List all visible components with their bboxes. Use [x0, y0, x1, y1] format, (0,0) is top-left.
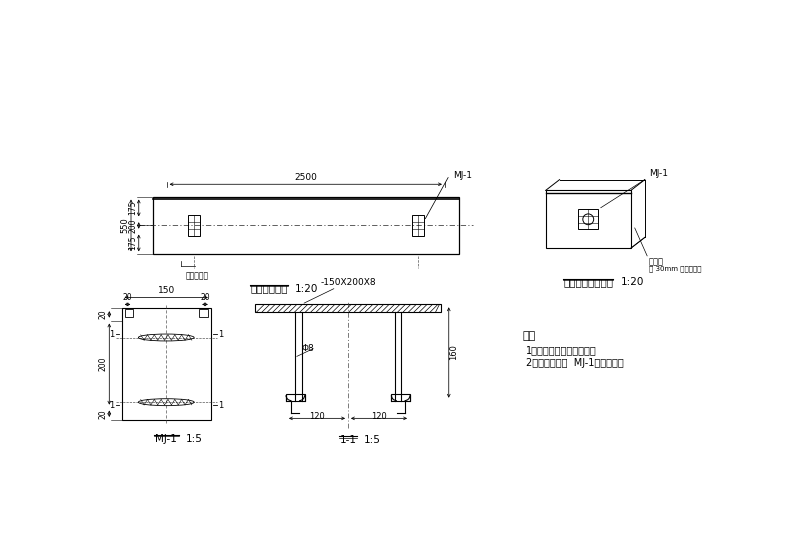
Text: 1: 1 [109, 330, 114, 339]
Bar [187, 215, 200, 236]
Text: 伸缩缝处立柱基础: 伸缩缝处立柱基础 [563, 278, 614, 287]
Text: 120: 120 [309, 412, 325, 421]
Bar [255, 305, 441, 312]
Bar [199, 309, 208, 316]
Text: 20: 20 [200, 293, 210, 302]
Text: MJ-1: MJ-1 [649, 169, 668, 178]
Text: MJ-1: MJ-1 [155, 434, 178, 444]
Text: 1、图示尺寸均以毫米计。: 1、图示尺寸均以毫米计。 [526, 345, 597, 355]
Text: 1:20: 1:20 [621, 278, 644, 287]
Text: 20: 20 [98, 309, 108, 319]
Text: 550: 550 [121, 217, 130, 233]
Text: 伸缩缝: 伸缩缝 [649, 258, 664, 266]
Text: 1:5: 1:5 [364, 436, 381, 445]
Text: 1: 1 [218, 330, 224, 339]
Text: 混凝土基座: 混凝土基座 [186, 271, 209, 280]
Text: 175: 175 [128, 236, 138, 250]
Bar [391, 394, 410, 401]
Text: -150X200X8: -150X200X8 [320, 279, 376, 287]
Text: 20: 20 [98, 409, 108, 419]
Bar [286, 394, 305, 401]
Text: 缝 30mm 充满沥青丝: 缝 30mm 充满沥青丝 [649, 266, 701, 273]
Text: Φ8: Φ8 [302, 344, 314, 353]
Text: 栏杆立柱基础: 栏杆立柱基础 [250, 283, 288, 294]
Text: 160: 160 [449, 345, 458, 360]
Bar [125, 309, 134, 316]
Text: 1: 1 [109, 401, 114, 410]
Bar [122, 308, 211, 420]
Text: MJ-1: MJ-1 [453, 170, 472, 180]
Text: 1:5: 1:5 [186, 434, 202, 444]
Text: 1:20: 1:20 [294, 283, 318, 294]
Text: 说明: 说明 [522, 331, 536, 341]
Text: 2500: 2500 [294, 173, 318, 182]
Text: 20: 20 [122, 293, 132, 302]
Text: 200: 200 [98, 357, 108, 371]
Bar [153, 196, 459, 254]
Text: 150: 150 [158, 286, 175, 295]
Text: 1: 1 [218, 401, 224, 410]
Text: 1-1: 1-1 [339, 436, 357, 445]
Bar [411, 215, 424, 236]
Bar [546, 190, 631, 248]
Text: 200: 200 [128, 218, 138, 233]
Bar [578, 209, 598, 229]
Text: 120: 120 [371, 412, 387, 421]
Text: 175: 175 [128, 201, 138, 215]
Text: 2、栏杆立柱与  MJ-1焊接牢固。: 2、栏杆立柱与 MJ-1焊接牢固。 [526, 358, 624, 367]
